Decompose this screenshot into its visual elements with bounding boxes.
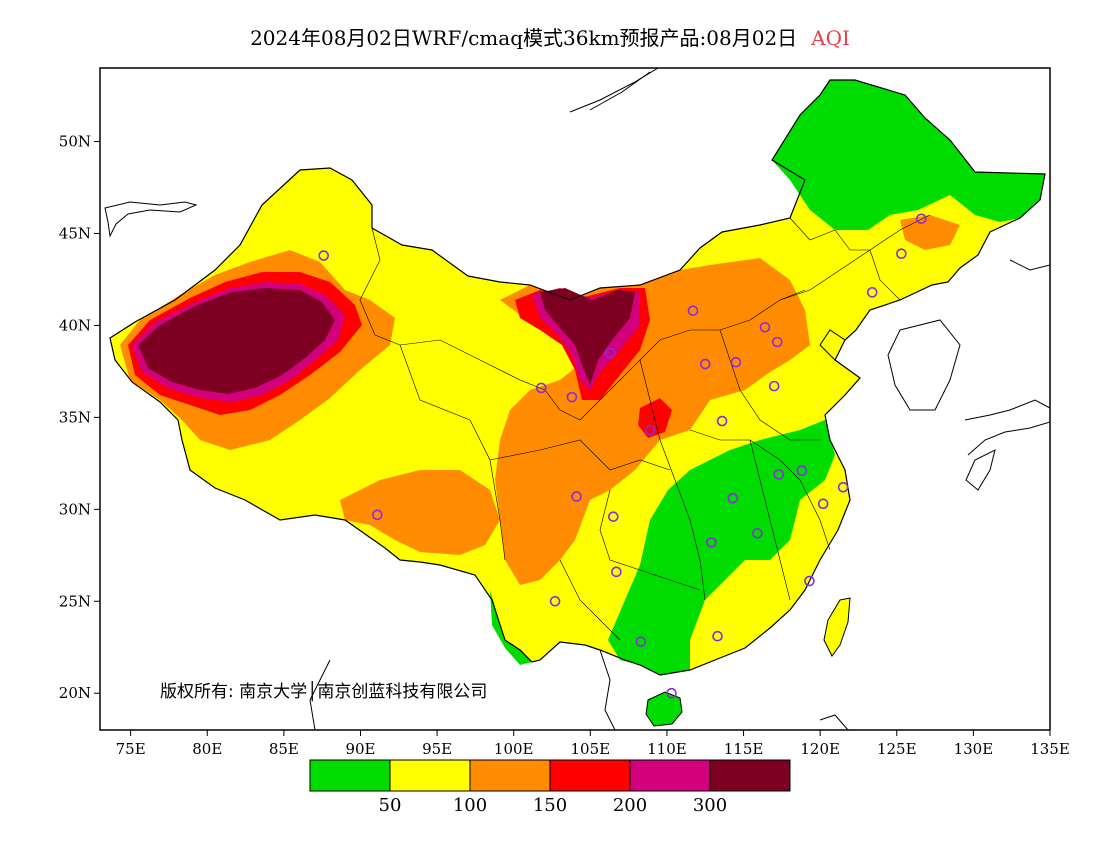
city-station-marker [608,511,619,522]
title-text: 2024年08月02日WRF/cmaq模式36km预报产品:08月02日 [250,26,798,50]
region-ne-orange [900,215,960,250]
aqi-field [104,68,1050,730]
x-tick-label: 115E [724,740,764,758]
legend-break-label: 100 [453,795,487,816]
city-station-marker [730,356,742,368]
city-station-marker [706,537,717,548]
x-tick-label: 125E [877,740,917,758]
legend-color-box [549,759,631,792]
x-tick-label: 75E [116,740,146,758]
city-station-marker [535,382,547,394]
region-northeast-clean [772,80,1045,230]
y-tick-label: 45N [59,225,91,243]
region-hainan [646,692,682,726]
region-tibet-orange [340,470,500,555]
city-station-marker [549,595,561,607]
legend-break-label: 150 [533,795,567,816]
city-station-marker [644,424,656,436]
x-tick-label: 105E [571,740,611,758]
city-station-marker [712,630,723,642]
city-station-marker [666,687,677,699]
legend-break-label: 200 [613,795,647,816]
x-tick-label: 90E [345,740,375,758]
china-outline [109,79,1046,676]
city-station-marker [773,469,785,480]
city-station-marker [837,481,849,493]
x-tick-label: 85E [269,740,299,758]
x-tick-label: 135E [1030,740,1070,758]
map-title: 2024年08月02日WRF/cmaq模式36km预报产品:08月02日 AQI [0,22,1100,51]
y-tick-label: 20N [59,684,91,702]
city-stations [318,213,927,699]
y-tick-label: 50N [59,133,91,151]
x-tick-label: 130E [954,740,994,758]
region-yunnan-south-clean [490,590,532,665]
x-tick-label: 95E [422,740,452,758]
city-station-marker [687,305,699,317]
copyright-text: 版权所有: 南京大学│南京创蓝科技有限公司 [160,681,487,702]
legend-color-box [389,759,471,792]
city-station-marker [817,498,829,510]
city-station-marker [866,287,878,298]
x-tick-label: 80E [192,740,222,758]
x-axis: 75E 80E 85E 90E 95E 100E 105E 110E 115E 120E 125E 1… [116,730,1070,758]
city-station-marker [699,358,711,370]
y-tick-label: 25N [59,592,91,610]
city-station-marker [896,248,907,260]
x-tick-label: 110E [647,740,687,758]
legend-break-label: 300 [693,795,727,816]
city-station-marker [318,250,330,261]
region-south-clean [608,420,835,675]
legend-break-label: 50 [379,795,402,816]
city-station-marker [604,347,616,359]
region-taiwan [823,597,851,657]
region-taklimakan-maroon [138,288,335,394]
legend-color-box [629,759,711,792]
y-tick-label: 40N [59,316,91,334]
city-station-marker [727,492,739,504]
legend-color-box [309,759,391,792]
city-station-marker [372,509,383,521]
province-borders [359,214,931,641]
title-variable: AQI [811,26,850,50]
y-tick-label: 35N [59,408,91,426]
city-station-marker [611,566,622,578]
map-frame [99,67,1051,731]
city-station-marker [768,380,780,392]
neighbor-coastlines [104,68,1050,730]
city-station-marker [571,491,582,502]
city-station-marker [804,575,815,587]
x-tick-label: 120E [800,740,840,758]
city-station-marker [716,415,728,427]
region-alxa-maroon [540,288,635,385]
city-station-marker [759,321,771,333]
city-station-marker [771,336,783,348]
city-station-marker [635,636,647,648]
city-station-marker [796,465,808,477]
legend-color-box [469,759,551,792]
legend-color-box [709,759,791,792]
aqi-legend: 50 100 150 200 300 [309,759,791,816]
y-tick-label: 30N [59,500,91,518]
city-station-marker [566,391,578,403]
x-tick-label: 100E [494,740,534,758]
city-station-marker [752,527,763,539]
y-axis: 20N 25N 30N 35N 40N 45N 50N [59,133,100,702]
city-station-marker [915,213,927,225]
